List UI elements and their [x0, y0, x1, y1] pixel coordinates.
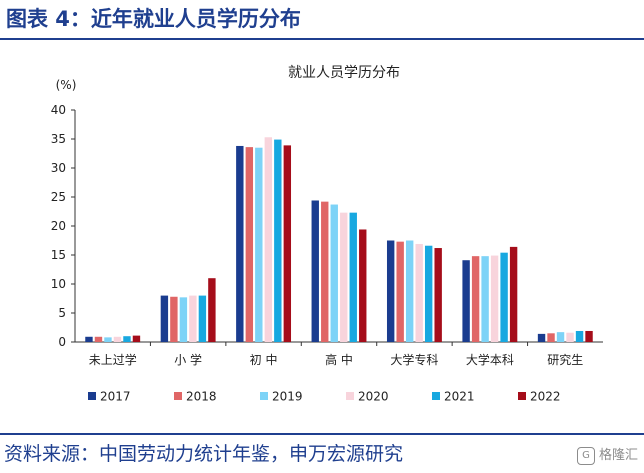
- legend-swatch-2017: [88, 392, 96, 400]
- figure-title: 图表 4：近年就业人员学历分布: [6, 7, 301, 31]
- bar-2020-5: [490, 255, 499, 342]
- x-tick-label: 未上过学: [89, 352, 137, 367]
- x-tick-label: 高 中: [325, 352, 353, 367]
- y-tick-label: 15: [51, 248, 66, 262]
- y-tick-label: 20: [51, 219, 66, 233]
- bar-2020-0: [113, 336, 122, 342]
- bar-2019-5: [481, 256, 489, 342]
- bar-2019-0: [104, 337, 112, 342]
- y-tick-label: 30: [51, 161, 66, 175]
- bar-2021-3: [349, 212, 357, 342]
- legend-label-2022: 2022: [530, 390, 561, 404]
- chart-bars: [85, 137, 593, 342]
- bar-2018-5: [471, 256, 480, 342]
- x-tick-label: 初 中: [250, 352, 278, 367]
- bar-2021-5: [500, 252, 508, 342]
- legend-label-2018: 2018: [186, 390, 217, 404]
- y-tick-label: 25: [51, 190, 66, 204]
- bar-2018-2: [245, 147, 254, 342]
- bar-2021-4: [424, 245, 433, 342]
- bar-2019-2: [255, 147, 263, 342]
- legend-swatch-2020: [346, 392, 354, 400]
- legend-label-2021: 2021: [444, 390, 475, 404]
- x-tick-label: 研究生: [547, 352, 583, 367]
- bar-2021-0: [123, 336, 131, 342]
- bar-2022-6: [585, 330, 593, 342]
- bar-2022-1: [208, 278, 216, 342]
- bar-2019-3: [330, 204, 338, 342]
- legend-label-2019: 2019: [272, 390, 303, 404]
- y-tick-label: 10: [51, 277, 66, 291]
- bar-2022-4: [434, 248, 442, 342]
- y-tick-label: 35: [51, 132, 66, 146]
- bar-2021-1: [198, 295, 207, 342]
- footer-divider: [0, 433, 644, 435]
- bar-2018-1: [170, 296, 178, 342]
- bar-2022-2: [283, 145, 292, 342]
- bar-2018-6: [547, 333, 555, 342]
- bar-2020-3: [340, 212, 348, 342]
- legend-swatch-2018: [174, 392, 182, 400]
- bar-2018-3: [321, 201, 329, 342]
- legend-swatch-2019: [260, 392, 268, 400]
- bar-2022-5: [509, 246, 518, 342]
- legend-label-2020: 2020: [358, 390, 389, 404]
- bar-2020-6: [566, 332, 574, 342]
- bar-2018-0: [94, 336, 103, 342]
- bar-chart: 就业人员学历分布 (%) 0 5 10 15 20 25 30 35 40 未上过学 小 学 初 中 高…: [51, 65, 603, 404]
- bar-2019-6: [556, 332, 565, 342]
- y-tick-label: 5: [58, 306, 66, 320]
- source-note: 资料来源：中国劳动力统计年鉴，申万宏源研究: [4, 443, 404, 465]
- title-divider: [0, 38, 644, 40]
- bar-2020-4: [415, 243, 423, 342]
- bar-2020-1: [189, 295, 197, 342]
- bar-2020-2: [264, 137, 273, 342]
- bar-2021-2: [274, 139, 282, 342]
- chart-title: 就业人员学历分布: [288, 65, 400, 81]
- legend-swatch-2021: [432, 392, 440, 400]
- watermark-logo-icon: G: [576, 447, 595, 465]
- legend-swatch-2022: [518, 392, 526, 400]
- bar-2017-3: [311, 200, 319, 342]
- bar-2017-5: [462, 260, 470, 342]
- bar-2019-4: [405, 240, 414, 342]
- legend-label-2017: 2017: [100, 390, 131, 404]
- bar-2022-3: [359, 229, 367, 342]
- y-axis-unit-label: (%): [56, 78, 77, 92]
- bar-2017-2: [236, 145, 244, 342]
- chart-legend: 2017 2018 2019 2020 2021 2022: [88, 390, 561, 404]
- x-tick-label: 大学专科: [390, 352, 438, 367]
- bar-2021-6: [575, 330, 584, 342]
- bar-2017-4: [386, 240, 395, 342]
- bar-2022-0: [132, 335, 141, 342]
- bar-2019-1: [179, 297, 188, 342]
- watermark-text: 格隆汇: [598, 448, 638, 463]
- bar-2017-6: [537, 333, 546, 342]
- x-tick-label: 大学本科: [466, 352, 514, 367]
- y-tick-label: 0: [58, 335, 66, 349]
- bar-2017-1: [160, 295, 169, 342]
- bar-2017-0: [85, 336, 93, 342]
- watermark: G 格隆汇: [576, 446, 638, 466]
- y-tick-label: 40: [51, 103, 66, 117]
- bar-2018-4: [396, 241, 404, 342]
- x-tick-label: 小 学: [174, 352, 202, 367]
